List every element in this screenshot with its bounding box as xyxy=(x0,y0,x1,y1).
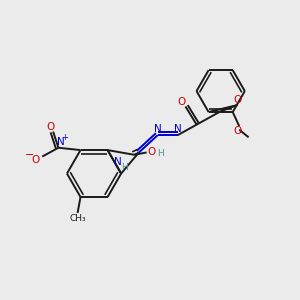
Text: N: N xyxy=(154,124,162,134)
Text: O: O xyxy=(46,122,55,132)
Text: N: N xyxy=(114,157,122,167)
Text: N: N xyxy=(57,137,65,147)
Text: −: − xyxy=(25,150,34,161)
Text: O: O xyxy=(177,97,185,107)
Text: O: O xyxy=(148,147,156,158)
Text: CH₃: CH₃ xyxy=(69,214,86,223)
Text: H: H xyxy=(121,163,128,172)
Text: O: O xyxy=(233,127,242,136)
Text: O: O xyxy=(32,154,40,164)
Text: N: N xyxy=(174,124,182,134)
Text: +: + xyxy=(61,133,68,142)
Text: O: O xyxy=(234,95,242,105)
Text: H: H xyxy=(157,148,164,158)
